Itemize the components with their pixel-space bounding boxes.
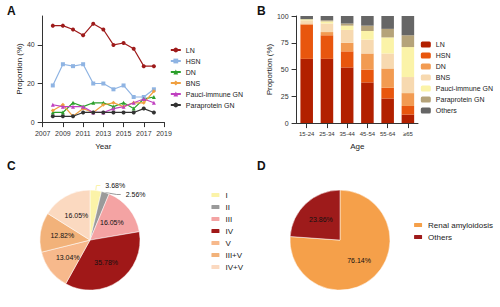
svg-text:IV: IV	[225, 227, 233, 236]
svg-text:LN: LN	[186, 47, 195, 54]
svg-text:Pauci-immune GN: Pauci-immune GN	[436, 85, 493, 92]
svg-text:16.05%: 16.05%	[100, 219, 124, 226]
svg-text:35-44: 35-44	[339, 131, 355, 137]
svg-text:I: I	[225, 191, 227, 200]
svg-text:DN: DN	[186, 69, 196, 76]
svg-text:D: D	[257, 159, 266, 173]
svg-text:2011: 2011	[76, 130, 91, 137]
svg-text:45-54: 45-54	[360, 131, 376, 137]
svg-text:Paraprotein GN: Paraprotein GN	[186, 102, 235, 110]
svg-text:13.04%: 13.04%	[56, 254, 80, 261]
svg-text:2013: 2013	[96, 130, 112, 137]
svg-text:V: V	[225, 239, 231, 248]
svg-text:0: 0	[31, 119, 35, 126]
svg-text:BNS: BNS	[186, 80, 201, 87]
svg-text:0: 0	[285, 120, 289, 127]
svg-text:2015: 2015	[116, 130, 132, 137]
svg-text:2.56%: 2.56%	[126, 191, 146, 198]
svg-text:Paraprotein GN: Paraprotein GN	[436, 96, 485, 104]
svg-text:III+V: III+V	[225, 251, 242, 260]
svg-text:DN: DN	[436, 63, 446, 70]
svg-text:15-24: 15-24	[299, 131, 315, 137]
svg-text:II: II	[225, 203, 229, 212]
svg-text:20: 20	[27, 80, 35, 87]
svg-text:≥65: ≥65	[403, 131, 414, 137]
svg-text:25-34: 25-34	[319, 131, 335, 137]
svg-text:Proportion (%): Proportion (%)	[265, 43, 274, 95]
svg-text:2009: 2009	[55, 130, 71, 137]
svg-text:A: A	[7, 4, 16, 18]
svg-text:C: C	[7, 159, 16, 173]
svg-text:Pauci-immune GN: Pauci-immune GN	[186, 91, 243, 98]
svg-text:2007: 2007	[35, 130, 51, 137]
svg-text:Others: Others	[436, 107, 458, 114]
svg-text:BNS: BNS	[436, 74, 451, 81]
svg-text:40: 40	[27, 41, 35, 48]
svg-text:B: B	[257, 4, 266, 18]
svg-text:25: 25	[281, 93, 289, 100]
svg-text:Others: Others	[428, 233, 452, 242]
svg-text:2017: 2017	[136, 130, 152, 137]
svg-text:12.82%: 12.82%	[50, 232, 74, 239]
svg-text:Proportion (%): Proportion (%)	[15, 43, 24, 95]
svg-text:LN: LN	[436, 41, 445, 48]
svg-text:IV+V: IV+V	[225, 263, 243, 272]
svg-text:Year: Year	[95, 142, 112, 151]
svg-text:2019: 2019	[156, 130, 172, 137]
svg-text:HSN: HSN	[436, 52, 451, 59]
svg-text:16.05%: 16.05%	[65, 212, 89, 219]
svg-text:76.14%: 76.14%	[347, 257, 371, 264]
svg-text:50: 50	[281, 66, 289, 73]
svg-text:Age: Age	[350, 142, 365, 151]
svg-text:35.78%: 35.78%	[94, 259, 118, 266]
svg-text:75: 75	[281, 39, 289, 46]
svg-text:HSN: HSN	[186, 58, 201, 65]
svg-text:23.86%: 23.86%	[309, 216, 333, 223]
svg-text:55-64: 55-64	[380, 131, 396, 137]
svg-text:III: III	[225, 215, 232, 224]
svg-text:100: 100	[277, 13, 289, 20]
svg-text:Renal amyloidosis: Renal amyloidosis	[428, 221, 493, 230]
svg-text:3.68%: 3.68%	[105, 182, 125, 189]
